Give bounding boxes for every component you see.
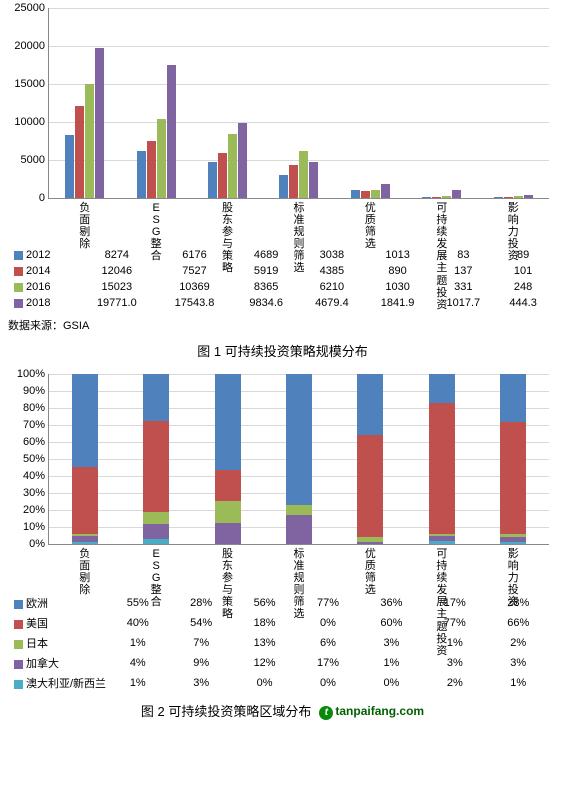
chart2-ytick: 70% <box>23 419 49 431</box>
chart1-xlabel: 影响力投资 <box>478 198 549 262</box>
chart2-plot: 0%10%20%30%40%50%60%70%80%90%100%负面剔除ESG… <box>48 374 549 545</box>
chart2-xlabel: 优质筛选 <box>335 544 406 596</box>
chart1-bar <box>228 134 237 198</box>
chart1-xlabel: 优质筛选 <box>335 198 406 250</box>
chart1-xlabel: 股东参与策略 <box>192 198 263 275</box>
chart1-bar <box>452 190 461 198</box>
footer-branding: ttanpaifang.com <box>319 704 424 720</box>
chart1-bar <box>238 123 247 198</box>
chart2-ytick: 100% <box>17 368 49 380</box>
chart1-group <box>49 48 120 198</box>
chart2-stack <box>500 374 526 544</box>
chart2-ytick: 90% <box>23 385 49 397</box>
chart1-xlabel: 负面剔除 <box>49 198 120 250</box>
chart2-segment <box>357 435 383 537</box>
chart1-xlabel: 标准规则筛选 <box>263 198 334 275</box>
data-source: 数据来源：GSIA <box>8 317 557 333</box>
chart1-ytick: 20000 <box>14 40 49 52</box>
chart2-xlabel: ESG整合 <box>120 544 191 608</box>
chart1-caption: 图 1 可持续投资策略规模分布 <box>8 341 557 360</box>
chart2-xlabel: 影响力投资 <box>478 544 549 608</box>
chart2-xlabel: 标准规则筛选 <box>263 544 334 621</box>
chart2-segment <box>215 501 241 523</box>
chart1-bar <box>289 165 298 198</box>
chart2-ytick: 50% <box>23 453 49 465</box>
chart1-ytick: 10000 <box>14 116 49 128</box>
chart2-segment <box>500 374 526 422</box>
chart2-segment <box>429 374 455 403</box>
chart1-bar <box>381 184 390 198</box>
chart2-ytick: 60% <box>23 436 49 448</box>
chart1-bar <box>309 162 318 198</box>
chart1-bar <box>95 48 104 198</box>
chart1-group <box>192 123 263 198</box>
chart2-segment <box>286 515 312 544</box>
chart1-xlabel: 可持续发展主题投资 <box>406 198 477 311</box>
chart2-segment <box>72 467 98 534</box>
chart1-group <box>263 151 334 198</box>
chart1-bar <box>218 153 227 198</box>
chart2-stack <box>429 374 455 544</box>
chart1-ytick: 15000 <box>14 78 49 90</box>
chart1-bar <box>361 191 370 198</box>
chart2-segment <box>143 524 169 539</box>
chart2-table-row: 澳大利亚/新西兰1%3%0%0%0%2%1% <box>14 673 550 693</box>
chart2-xlabel: 股东参与策略 <box>192 544 263 621</box>
chart2-caption-row: 图 2 可持续投资策略区域分布 ttanpaifang.com <box>8 701 557 720</box>
chart1-bar <box>208 162 217 198</box>
chart2-caption: 图 2 可持续投资策略区域分布 <box>141 701 311 720</box>
chart1-group <box>120 65 191 198</box>
chart1-bar <box>299 151 308 198</box>
chart1-ytick: 0 <box>39 192 49 204</box>
chart1-ytick: 25000 <box>14 2 49 14</box>
chart2-area: 0%10%20%30%40%50%60%70%80%90%100%负面剔除ESG… <box>8 374 557 545</box>
chart1-bar <box>351 190 360 198</box>
chart2-ytick: 10% <box>23 521 49 533</box>
globe-icon: t <box>319 706 333 720</box>
chart2-stack <box>357 374 383 544</box>
chart2-segment <box>286 374 312 505</box>
chart2-segment <box>143 374 169 421</box>
chart2-stack <box>286 374 312 544</box>
chart2-segment <box>143 421 169 512</box>
chart2-ytick: 40% <box>23 470 49 482</box>
chart1-bar <box>371 190 380 198</box>
chart2-ytick: 0% <box>29 538 49 550</box>
chart2-ytick: 30% <box>23 487 49 499</box>
chart2-xlabel: 可持续发展主题投资 <box>406 544 477 657</box>
chart1-plot: 0500010000150002000025000负面剔除ESG整合股东参与策略… <box>48 8 549 199</box>
chart1-xlabel: ESG整合 <box>120 198 191 262</box>
chart1-area: 0500010000150002000025000负面剔除ESG整合股东参与策略… <box>8 8 557 199</box>
chart2-segment <box>215 470 241 501</box>
chart1-ytick: 5000 <box>21 154 49 166</box>
chart2-segment <box>72 536 98 543</box>
chart1-bar <box>167 65 176 198</box>
chart1-bar <box>279 175 288 198</box>
chart1-bar <box>147 141 156 198</box>
chart2-segment <box>429 403 455 534</box>
chart2-stack <box>72 374 98 544</box>
chart2-segment <box>500 422 526 534</box>
chart2-ytick: 80% <box>23 402 49 414</box>
chart2-ytick: 20% <box>23 504 49 516</box>
chart2-segment <box>143 512 169 524</box>
chart1-bar <box>157 119 166 198</box>
chart2-xlabel: 负面剔除 <box>49 544 120 596</box>
chart2-segment <box>72 374 98 467</box>
chart1-bar <box>65 135 74 198</box>
chart2-segment <box>286 505 312 515</box>
chart2-segment <box>357 374 383 435</box>
chart2-segment <box>215 523 241 544</box>
chart1-group <box>335 184 406 198</box>
chart1-group <box>406 190 477 198</box>
chart1-bar <box>75 106 84 198</box>
chart2-stack <box>215 374 241 544</box>
chart2-segment <box>215 374 241 470</box>
chart1-bar <box>137 151 146 198</box>
footer-site: tanpaifang.com <box>335 704 424 718</box>
chart2-stack <box>143 374 169 544</box>
chart1-bar <box>85 84 94 198</box>
